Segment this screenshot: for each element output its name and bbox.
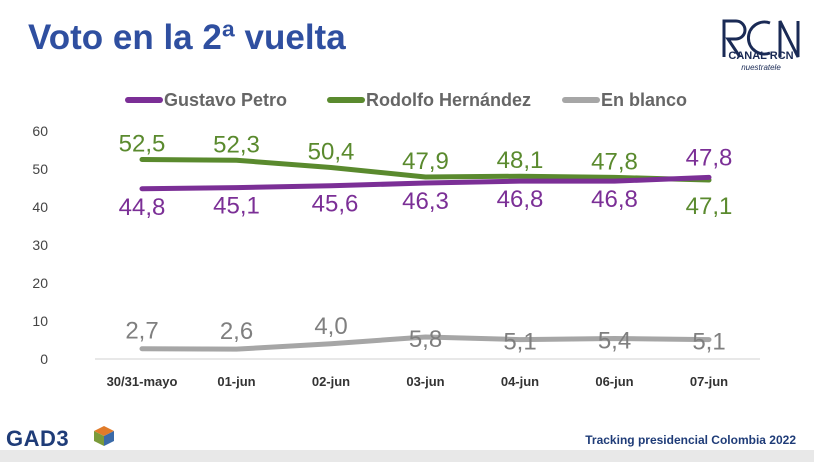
data-label: 52,5 [119,131,166,158]
gad3-brand: GAD3 [6,426,70,451]
page-title: Voto en la 2ª vuelta [28,18,346,57]
series-line [139,334,712,352]
canal-rcn-logo-icon [722,19,800,58]
y-tick-label: 0 [40,351,48,367]
logo-subtext: nuestratele [741,63,781,72]
data-label: 46,8 [497,186,544,213]
cube-logo-icon [94,426,114,446]
series-line [139,174,712,192]
y-tick-label: 60 [32,123,48,139]
series-line [139,157,712,183]
data-label: 5,8 [409,326,442,353]
data-label: 47,8 [591,148,638,175]
footer-bar [0,450,814,462]
data-label: 50,4 [308,138,355,165]
y-tick-label: 50 [32,161,48,177]
data-label: 2,6 [220,318,253,345]
x-tick-label: 01-jun [217,374,255,389]
data-label: 4,0 [314,313,347,340]
x-tick-label: 30/31-mayo [107,374,178,389]
y-tick-label: 20 [32,275,48,291]
data-label: 47,8 [686,144,733,171]
data-label: 48,1 [497,147,544,174]
legend-label: Gustavo Petro [164,90,287,110]
x-tick-label: 06-jun [595,374,633,389]
legend-label: En blanco [601,90,687,110]
x-tick-label: 03-jun [406,374,444,389]
y-tick-label: 30 [32,237,48,253]
data-label: 5,1 [692,329,725,356]
y-tick-label: 40 [32,199,48,215]
line-chart: 0 10 20 30 40 50 60 30/31-mayo 01-jun 02-jun 03-ju… [32,90,760,389]
data-label: 46,8 [591,186,638,213]
data-label: 5,4 [598,327,631,354]
data-label: 5,1 [503,329,536,356]
data-label: 47,1 [686,193,733,220]
x-tick-label: 07-jun [690,374,728,389]
logo-text: CANAL RCN [728,50,794,62]
tracking-caption: Tracking presidencial Colombia 2022 [585,433,796,447]
x-tick-label: 02-jun [312,374,350,389]
data-label: 2,7 [125,318,158,345]
data-label: 46,3 [402,188,449,215]
data-label: 45,6 [312,191,359,218]
legend-label: Rodolfo Hernández [366,90,531,110]
x-tick-label: 04-jun [501,374,539,389]
y-tick-label: 10 [32,313,48,329]
data-label: 47,9 [402,148,449,175]
data-label: 44,8 [119,194,166,221]
data-label: 45,1 [213,193,260,220]
data-label: 52,3 [213,131,260,158]
